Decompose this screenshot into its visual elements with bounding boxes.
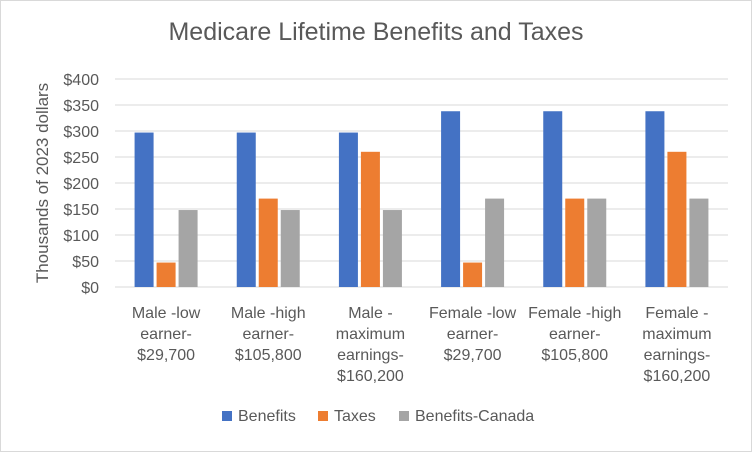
bar	[258, 198, 278, 287]
legend-label: Taxes	[334, 408, 376, 425]
x-category-label-line: Male -high	[231, 305, 306, 322]
legend-swatch	[399, 411, 409, 421]
x-category-label: Female - maximum earnings- $160,200	[642, 305, 711, 385]
bar	[667, 151, 687, 287]
y-tick-label: $200	[63, 176, 99, 193]
y-axis-label: Thousands of 2023 dollars	[33, 83, 52, 283]
y-tick-label: $300	[63, 124, 99, 141]
x-category-label: Female -high earner- $105,800	[528, 305, 621, 364]
bar	[236, 132, 256, 287]
x-category-label-line: earner-	[447, 326, 499, 343]
bar	[543, 111, 563, 288]
bar	[689, 198, 709, 287]
x-category-label-line: Male -low	[132, 305, 201, 322]
y-tick-label: $50	[72, 254, 99, 271]
bar	[280, 210, 300, 287]
x-category-label-line: $160,200	[337, 368, 404, 385]
x-category-label-line: $29,700	[444, 347, 502, 364]
x-category-label-line: $160,200	[644, 368, 711, 385]
y-tick-label: $250	[63, 150, 99, 167]
chart-title: Medicare Lifetime Benefits and Taxes	[168, 18, 584, 46]
x-category-label-line: earnings-	[337, 347, 404, 364]
x-category-label-line: $29,700	[137, 347, 195, 364]
bar	[156, 262, 176, 287]
y-tick-label: $400	[63, 72, 99, 89]
x-category-label: Male -high earner- $105,800	[231, 305, 306, 364]
bar	[360, 151, 380, 287]
bar	[565, 198, 585, 287]
x-category-label-line: $105,800	[235, 347, 302, 364]
bar	[382, 210, 402, 287]
bar	[485, 198, 505, 287]
x-category-label-line: earner-	[140, 326, 192, 343]
x-category-label-line: earner-	[549, 326, 601, 343]
x-category-label-line: Female -low	[429, 305, 517, 322]
y-tick-label: $0	[81, 280, 99, 297]
bar	[587, 198, 607, 287]
bar	[338, 132, 358, 287]
y-tick-label: $100	[63, 228, 99, 245]
x-category-label-line: Female -	[645, 305, 708, 322]
x-category-label-line: maximum	[642, 326, 711, 343]
bar	[645, 111, 665, 288]
y-tick-label: $350	[63, 98, 99, 115]
x-category-label-line: earner-	[242, 326, 294, 343]
x-category-label-line: Female -high	[528, 305, 621, 322]
legend-swatch	[222, 411, 232, 421]
bar	[178, 210, 198, 287]
legend-swatch	[318, 411, 328, 421]
x-category-label-line: Male -	[348, 305, 392, 322]
bar	[134, 132, 154, 287]
bar	[463, 262, 483, 287]
y-tick-label: $150	[63, 202, 99, 219]
x-category-label: Male -low earner- $29,700	[132, 305, 201, 364]
bar	[441, 111, 461, 288]
x-category-label: Male - maximum earnings- $160,200	[336, 305, 405, 385]
legend-label: Benefits	[238, 408, 296, 425]
x-category-label: Female -low earner- $29,700	[429, 305, 517, 364]
x-category-label-line: $105,800	[541, 347, 608, 364]
legend-label: Benefits-Canada	[415, 408, 534, 425]
x-category-label-line: earnings-	[644, 347, 711, 364]
x-category-label-line: maximum	[336, 326, 405, 343]
